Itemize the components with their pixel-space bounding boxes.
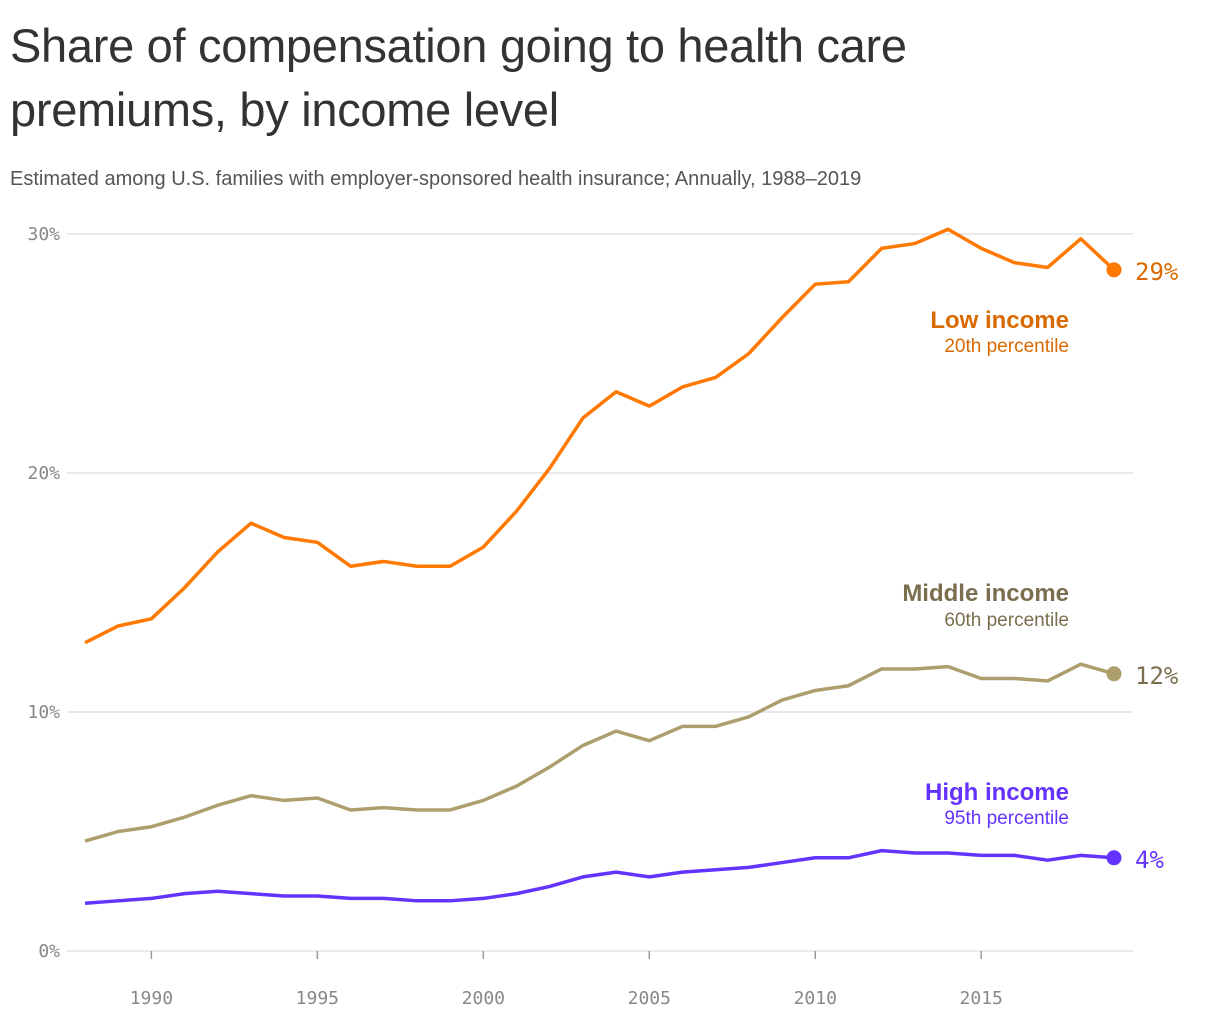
x-tick-label: 2005 — [628, 988, 671, 1009]
y-tick-label: 30% — [27, 224, 60, 245]
chart-title: Share of compensation going to health ca… — [10, 19, 907, 136]
end-value-label: 12% — [1135, 662, 1179, 690]
end-value-label: 4% — [1135, 846, 1164, 874]
series-label: Middle income — [902, 580, 1069, 607]
series-line-2 — [84, 848, 1115, 905]
series-label: Low income — [930, 307, 1069, 334]
series-line-0 — [84, 227, 1116, 645]
y-tick-label: 20% — [27, 463, 60, 484]
y-tick-label: 10% — [27, 702, 60, 723]
x-tick-label: 2010 — [794, 988, 837, 1009]
series-sublabel: 95th percentile — [944, 808, 1069, 829]
series-sublabel: 60th percentile — [944, 610, 1069, 631]
series-label: High income — [925, 779, 1069, 806]
end-point-marker — [1106, 850, 1122, 866]
x-tick-label: 1995 — [296, 988, 339, 1009]
end-point-marker — [1106, 666, 1122, 682]
series-line-1 — [84, 662, 1115, 843]
x-tick-label: 2000 — [462, 988, 505, 1009]
x-tick-label: 2015 — [960, 988, 1003, 1009]
end-point-marker — [1106, 262, 1122, 278]
series-sublabel: 20th percentile — [944, 336, 1069, 357]
end-value-label: 29% — [1135, 258, 1179, 286]
y-tick-label: 0% — [38, 941, 60, 962]
x-tick-label: 1990 — [130, 988, 173, 1009]
chart-subtitle: Estimated among U.S. families with emplo… — [10, 168, 862, 190]
